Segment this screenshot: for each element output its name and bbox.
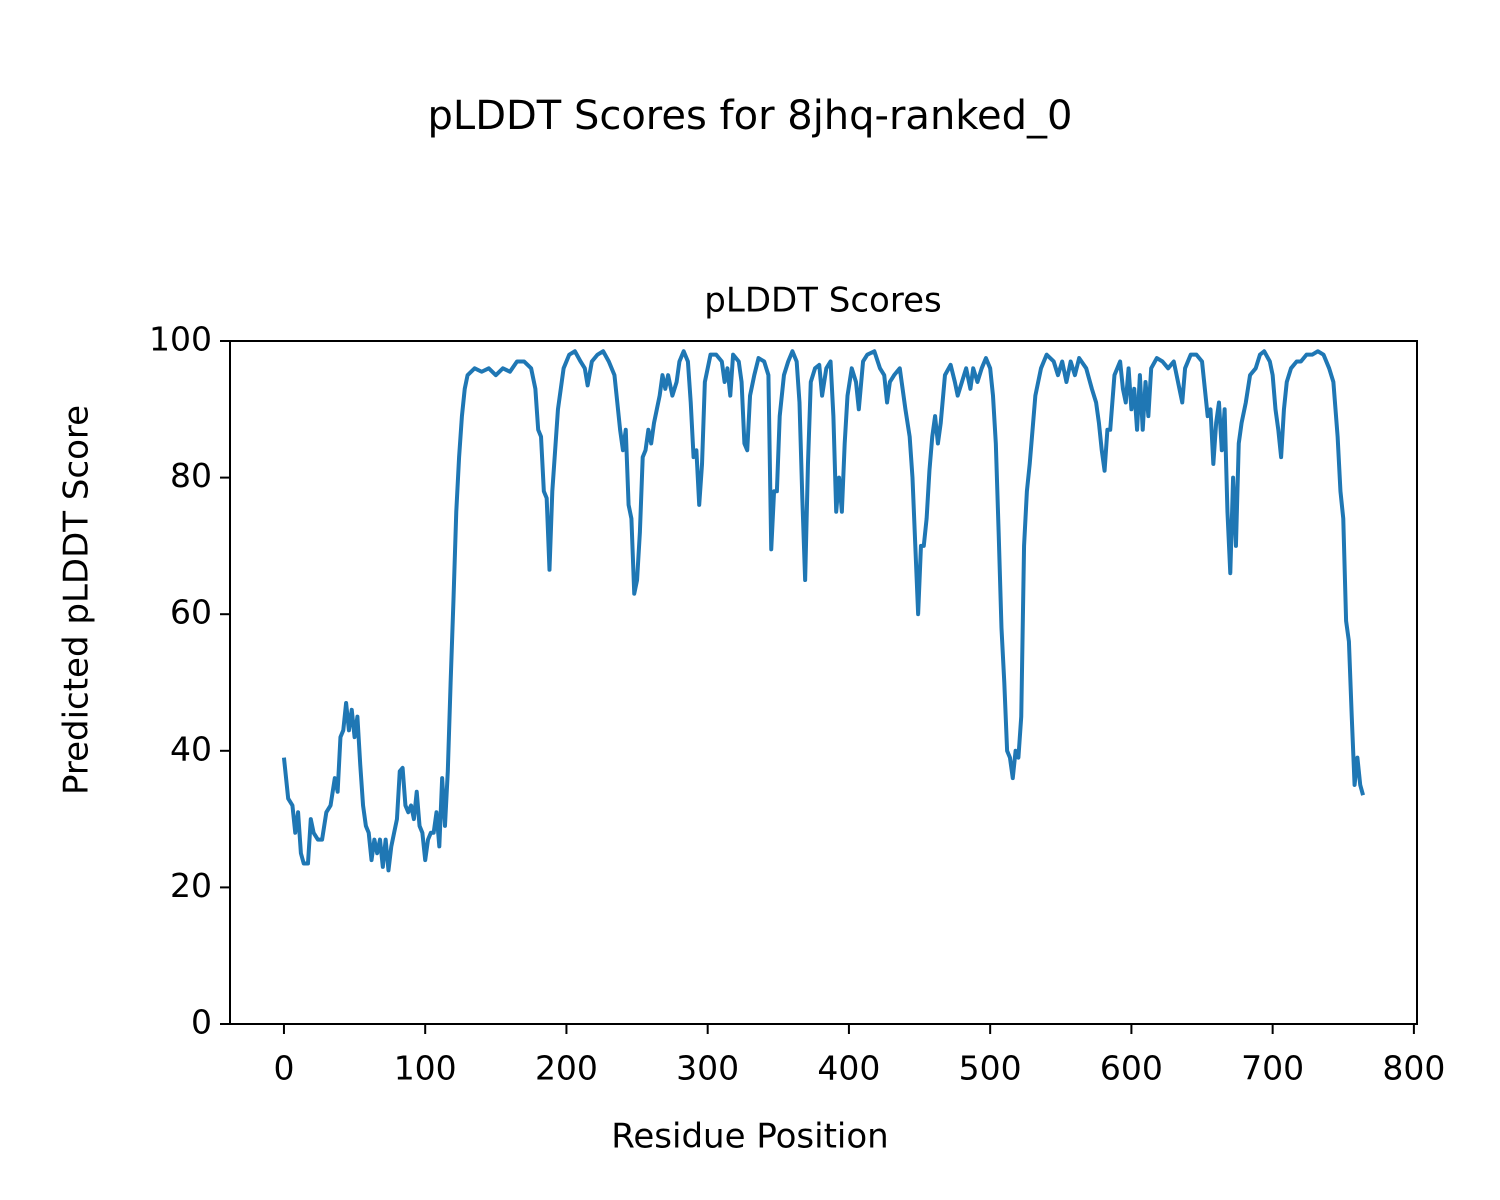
y-tick-label: 60 bbox=[170, 593, 212, 632]
x-tick-label: 400 bbox=[817, 1049, 880, 1088]
x-tick-label: 500 bbox=[959, 1049, 1022, 1088]
x-tick-label: 600 bbox=[1100, 1049, 1163, 1088]
x-tick-label: 100 bbox=[394, 1049, 457, 1088]
y-tick-label: 100 bbox=[149, 320, 212, 359]
axes-title: pLDDT Scores bbox=[704, 281, 941, 321]
x-tick-label: 700 bbox=[1241, 1049, 1304, 1088]
x-axis-label: Residue Position bbox=[611, 1117, 888, 1157]
x-tick-label: 300 bbox=[676, 1049, 739, 1088]
x-tick-label: 0 bbox=[273, 1049, 294, 1088]
score-line bbox=[281, 349, 1365, 873]
y-axis-label: Predicted pLDDT Score bbox=[57, 405, 97, 795]
chart-title: pLDDT Scores for 8jhq-ranked_0 bbox=[428, 93, 1073, 139]
y-tick-label: 20 bbox=[170, 866, 212, 905]
y-tick-label: 0 bbox=[191, 1003, 212, 1042]
y-tick-label: 40 bbox=[170, 729, 212, 768]
x-tick-label: 800 bbox=[1382, 1049, 1445, 1088]
x-tick-label: 200 bbox=[535, 1049, 598, 1088]
plot-frame bbox=[229, 340, 1418, 1025]
y-tick-label: 80 bbox=[170, 456, 212, 495]
